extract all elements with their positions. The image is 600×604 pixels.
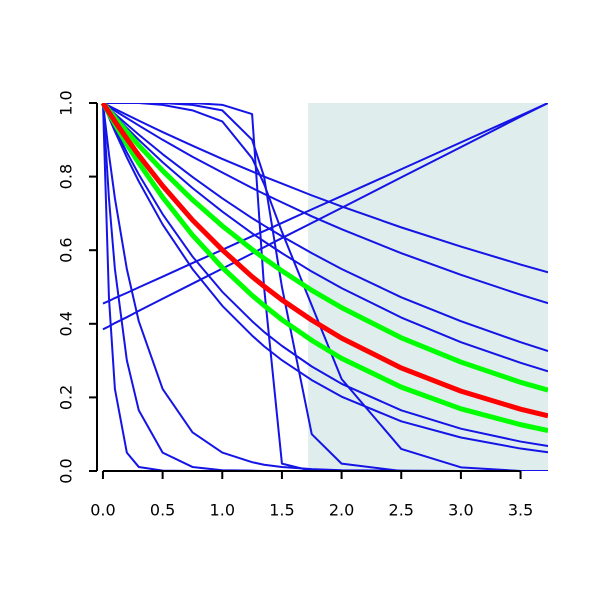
x-tick-label: 3.5: [508, 501, 533, 520]
x-tick-label: 0.0: [90, 501, 115, 520]
series-line: [102, 103, 548, 305]
series-line: [102, 103, 548, 331]
series-line: [102, 103, 548, 274]
x-tick-label: 2.0: [329, 501, 354, 520]
x-tick-label: 0.5: [150, 501, 175, 520]
series-line: [102, 103, 548, 471]
series-line: [102, 103, 548, 447]
y-tick-label: 0.2: [57, 385, 76, 410]
x-tick-label: 3.0: [448, 501, 473, 520]
y-tick-label: 1.0: [57, 90, 76, 115]
series-line: [102, 103, 548, 305]
plot-area: [100, 103, 548, 471]
series-line: [102, 103, 548, 352]
y-tick-label: 0.6: [57, 237, 76, 262]
x-tick-label: 1.0: [210, 501, 235, 520]
series-line: [100, 103, 548, 433]
y-tick-label: 0.8: [57, 164, 76, 189]
series-line: [101, 103, 548, 471]
series-line: [101, 103, 548, 393]
x-tick-label: 2.5: [389, 501, 414, 520]
series-line: [102, 103, 548, 471]
y-tick-label: 0.4: [57, 311, 76, 336]
series-line: [102, 103, 548, 471]
series-line: [100, 103, 548, 419]
series-line: [102, 103, 548, 454]
y-tick-label: 0.0: [57, 458, 76, 483]
x-tick-label: 1.5: [269, 501, 294, 520]
